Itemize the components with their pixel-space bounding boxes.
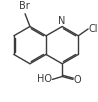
Text: HO: HO (37, 74, 52, 84)
Text: O: O (74, 75, 82, 85)
Text: Br: Br (19, 1, 29, 11)
Text: Cl: Cl (89, 24, 98, 34)
Text: N: N (59, 16, 66, 26)
